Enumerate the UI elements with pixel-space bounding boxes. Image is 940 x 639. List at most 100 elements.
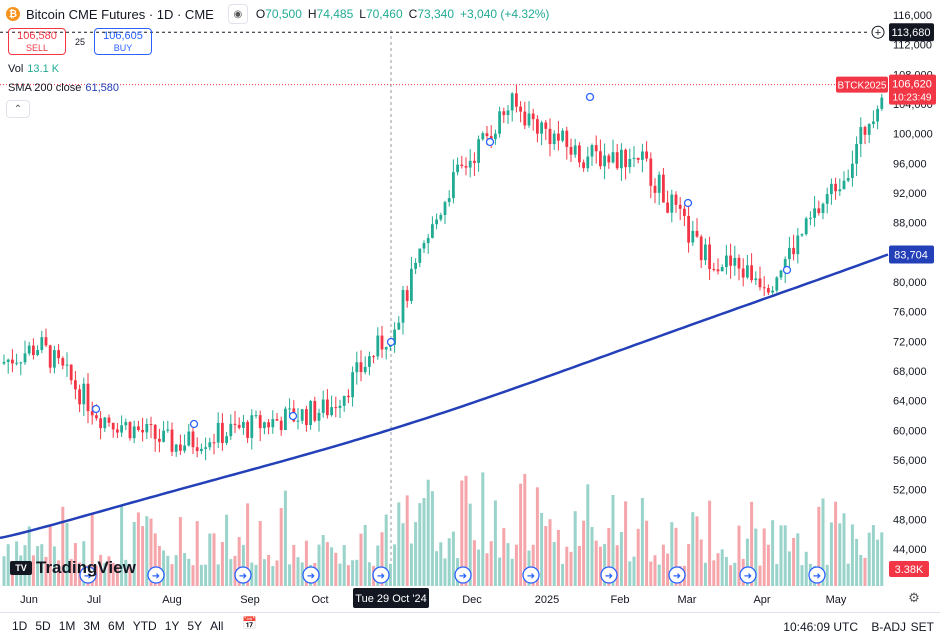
news-arrow-icon: ➜: [459, 571, 467, 582]
gear-icon[interactable]: ⚙: [908, 590, 920, 605]
price-tick-label: 80,000: [893, 277, 927, 289]
candle-body: [137, 426, 140, 430]
candle-body: [737, 257, 741, 269]
volume-bar: [758, 565, 762, 586]
candle-body: [557, 133, 560, 141]
candle-body: [6, 359, 10, 362]
candle-body: [363, 366, 367, 373]
price-tick-label: 52,000: [893, 485, 927, 497]
price-axis[interactable]: 116,000112,000108,000104,000100,00096,00…: [836, 10, 936, 577]
candle-body: [502, 111, 506, 116]
candle-body: [309, 401, 312, 426]
candle-body: [783, 259, 787, 271]
range-6m[interactable]: 6M: [108, 619, 125, 633]
volume-bar: [170, 564, 174, 586]
volume-bar: [128, 565, 132, 586]
volume-bar: [586, 484, 590, 586]
candle-body: [263, 422, 266, 429]
volume-bar: [834, 501, 838, 586]
range-1y[interactable]: 1Y: [164, 619, 180, 633]
candle-body: [296, 420, 300, 422]
buy-button[interactable]: 106,605 BUY: [94, 28, 152, 55]
collapse-legend-icon[interactable]: ⌃: [6, 100, 30, 118]
candle-body: [729, 255, 732, 266]
price-chart[interactable]: ➜➜➜➜➜➜➜➜➜➜➜ 116,000112,000108,000104,000…: [0, 0, 940, 612]
volume-bar: [254, 564, 258, 586]
volume-bar: [292, 544, 296, 586]
utc-clock[interactable]: 10:46:09 UTC: [783, 620, 858, 634]
range-all[interactable]: All: [210, 619, 224, 633]
candle-body: [775, 277, 779, 291]
volume-bar: [115, 565, 119, 586]
volume-bar: [674, 527, 678, 586]
alert-price-box: [889, 23, 934, 42]
range-1d[interactable]: 1D: [12, 619, 28, 633]
volume-bar: [514, 544, 518, 586]
calendar-icon[interactable]: 📅: [242, 616, 257, 630]
volume-bar: [712, 560, 716, 586]
sma-price-box: [889, 245, 934, 264]
candle-body: [376, 335, 380, 357]
sma-legend[interactable]: SMA 200 close 61,580: [8, 82, 120, 94]
eye-icon[interactable]: ◉: [227, 4, 248, 24]
candle-body: [145, 423, 149, 433]
badj-toggle[interactable]: B-ADJ: [871, 620, 906, 634]
volume-bar: [61, 506, 65, 586]
settlement-toggle[interactable]: SET: [910, 620, 934, 634]
news-marker-icon: [600, 566, 618, 584]
volume-bar: [687, 544, 691, 586]
volume-bar: [871, 525, 875, 586]
sell-button[interactable]: 106,580 SELL: [8, 28, 66, 55]
candle-body: [61, 358, 65, 366]
volume-bar: [124, 559, 128, 586]
candle-body: [561, 130, 564, 141]
volume-bar: [695, 516, 699, 586]
range-1m[interactable]: 1M: [58, 619, 76, 633]
candle-body: [288, 408, 291, 410]
volume-bar: [628, 561, 632, 586]
volume-legend[interactable]: Vol 13.1 K: [8, 63, 60, 75]
event-marker-icon: [485, 137, 495, 147]
news-marker-icon: [302, 566, 320, 584]
volume-bar: [393, 544, 397, 586]
volume-bar: [325, 542, 329, 586]
candle-body: [321, 399, 325, 413]
candle-body: [758, 278, 762, 288]
candle-body: [82, 383, 86, 405]
spread-value: 25: [74, 36, 85, 47]
volume-bar: [321, 535, 325, 586]
price-tick-label: 116,000: [893, 10, 932, 22]
volume-bar: [246, 503, 250, 586]
range-ytd[interactable]: YTD: [132, 619, 157, 633]
volume-bar: [208, 533, 212, 586]
volume-bar: [216, 564, 220, 586]
candle-body: [204, 447, 207, 449]
volume-bar: [720, 549, 724, 586]
candle-body: [704, 244, 707, 261]
volume-bar: [729, 565, 733, 586]
range-3m[interactable]: 3M: [83, 619, 101, 633]
news-arrow-icon: ➜: [377, 571, 385, 582]
volume-bar: [447, 538, 451, 586]
candle-body: [275, 419, 279, 421]
volume-bar: [577, 545, 581, 586]
volume-bar: [384, 514, 388, 586]
volume-bar: [271, 565, 275, 586]
volume-bar: [670, 522, 674, 586]
candle-body: [754, 278, 758, 281]
candle-body: [767, 288, 770, 293]
candle-body: [233, 423, 237, 425]
range-5d[interactable]: 5D: [35, 619, 51, 633]
range-5y[interactable]: 5Y: [187, 619, 203, 633]
symbol-title[interactable]: Bitcoin CME Futures · 1D · CME: [26, 6, 214, 22]
volume-bar: [498, 557, 502, 586]
time-axis[interactable]: Jun Jul Aug Sep Oct Dec 2025 Feb Mar Apr May Tue 29…: [20, 588, 847, 608]
candle-body: [662, 174, 665, 203]
news-arrow-icon: ➜: [813, 571, 821, 582]
candle-body: [99, 418, 102, 429]
volume-bar: [636, 528, 640, 586]
volume-bar: [846, 563, 850, 586]
candle-body: [540, 122, 543, 134]
volume-bar: [174, 555, 178, 586]
candle-body: [603, 155, 606, 167]
